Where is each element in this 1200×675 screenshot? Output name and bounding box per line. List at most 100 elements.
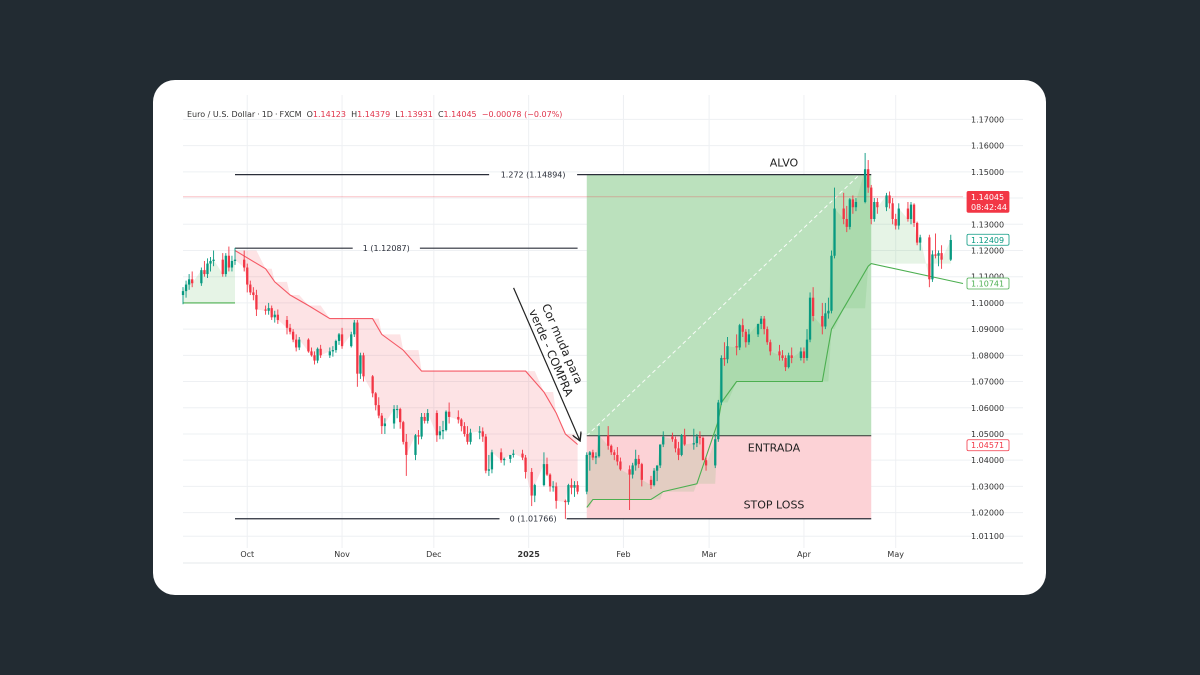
candle-body [683, 435, 686, 445]
candle [307, 338, 310, 353]
candle [607, 426, 610, 450]
candle [591, 449, 595, 461]
candle-body [652, 470, 656, 486]
candle [906, 201, 910, 222]
candle [224, 253, 227, 277]
open-label: O [306, 110, 313, 119]
candle [763, 316, 766, 335]
candle [249, 280, 252, 296]
candle-body [674, 439, 677, 449]
candle-body [680, 435, 683, 455]
candle-body [805, 339, 809, 358]
candle [340, 327, 344, 349]
price-badge: 1.10741 [966, 277, 1010, 290]
candle-body [848, 199, 851, 227]
supertrend-up-fill-pre [183, 255, 235, 303]
candle [833, 187, 836, 259]
candle-body [928, 237, 931, 280]
candle [331, 346, 335, 357]
candle-body [395, 409, 399, 411]
candle [799, 347, 803, 361]
candle-body [426, 413, 429, 421]
candle [273, 310, 276, 323]
candle [316, 347, 319, 364]
y-tick-label: 1.01100 [971, 532, 1004, 541]
candle [564, 499, 567, 519]
candle [940, 245, 943, 269]
candle [769, 339, 772, 356]
candle [362, 352, 365, 382]
y-axis: 1.170001.160001.150001.140001.130001.120… [971, 115, 1004, 541]
candle [909, 201, 913, 225]
candle-body [671, 436, 674, 440]
candle [619, 457, 622, 471]
price-badge-box [966, 190, 1010, 213]
candle-body [353, 322, 356, 335]
candle-body [441, 430, 445, 432]
y-tick-label: 1.10000 [971, 299, 1004, 308]
candle-body [447, 411, 451, 417]
candle [778, 344, 781, 361]
candle-body [181, 291, 185, 296]
candle-body [655, 465, 659, 471]
candle-body [542, 464, 546, 486]
candle-body [585, 454, 588, 492]
price-badge-box [966, 439, 1010, 452]
candle-body [209, 260, 212, 264]
candle [295, 334, 298, 352]
price-chart[interactable]: 1.272 (1.14894) 1 (1.12087) 0 (1.01766) ALV… [153, 80, 1046, 595]
candle [405, 433, 408, 476]
candle-body [799, 351, 803, 358]
candle-body [512, 453, 515, 455]
candle-body [276, 314, 279, 320]
candle [854, 198, 858, 212]
candle [181, 287, 185, 305]
candle-body [570, 485, 573, 488]
supertrend-up-fill [586, 169, 951, 508]
candle [481, 427, 484, 442]
candle [187, 274, 191, 290]
x-tick-label: Nov [334, 550, 350, 559]
candle-body [466, 433, 469, 442]
candle [380, 413, 383, 434]
candle [291, 329, 295, 343]
candle [830, 250, 833, 314]
candle-body [897, 208, 900, 226]
candle [438, 426, 442, 440]
candle-body [331, 350, 335, 352]
candle [402, 420, 405, 445]
candle [319, 344, 322, 358]
candle-body [340, 334, 344, 347]
candle [469, 428, 472, 445]
candle-body [808, 297, 812, 340]
candle-body [851, 199, 855, 208]
candle [334, 339, 338, 353]
price-badge-box [966, 277, 1010, 290]
candle-body [487, 469, 491, 471]
timeframe[interactable]: 1D [261, 110, 273, 119]
position-diagonal [586, 168, 866, 437]
candle [420, 413, 423, 440]
fib-level-2: 0 (1.01766) [235, 515, 872, 524]
supertrend-down-line [234, 250, 578, 445]
symbol-name[interactable]: Euro / U.S. Dollar [187, 110, 256, 119]
candle-body [949, 239, 952, 260]
candle-body [551, 486, 555, 488]
chart-card: 1.272 (1.14894) 1 (1.12087) 0 (1.01766) ALV… [153, 80, 1046, 595]
candle-body [438, 431, 442, 436]
y-tick-label: 1.09000 [971, 325, 1004, 334]
candle [949, 234, 952, 261]
x-tick-label: Dec [426, 550, 441, 559]
candle [371, 374, 374, 398]
candle [867, 160, 870, 193]
candle [610, 444, 613, 455]
fib-level-1: 1 (1.12087) [235, 244, 578, 253]
candle [353, 319, 356, 337]
candle [894, 213, 897, 230]
candle [888, 191, 891, 209]
candle [457, 410, 460, 424]
candle-body [631, 465, 634, 475]
candle [221, 253, 224, 277]
chart-header: Euro / U.S. Dollar · 1D · FXCM O1.14123 H1.1… [187, 110, 563, 119]
